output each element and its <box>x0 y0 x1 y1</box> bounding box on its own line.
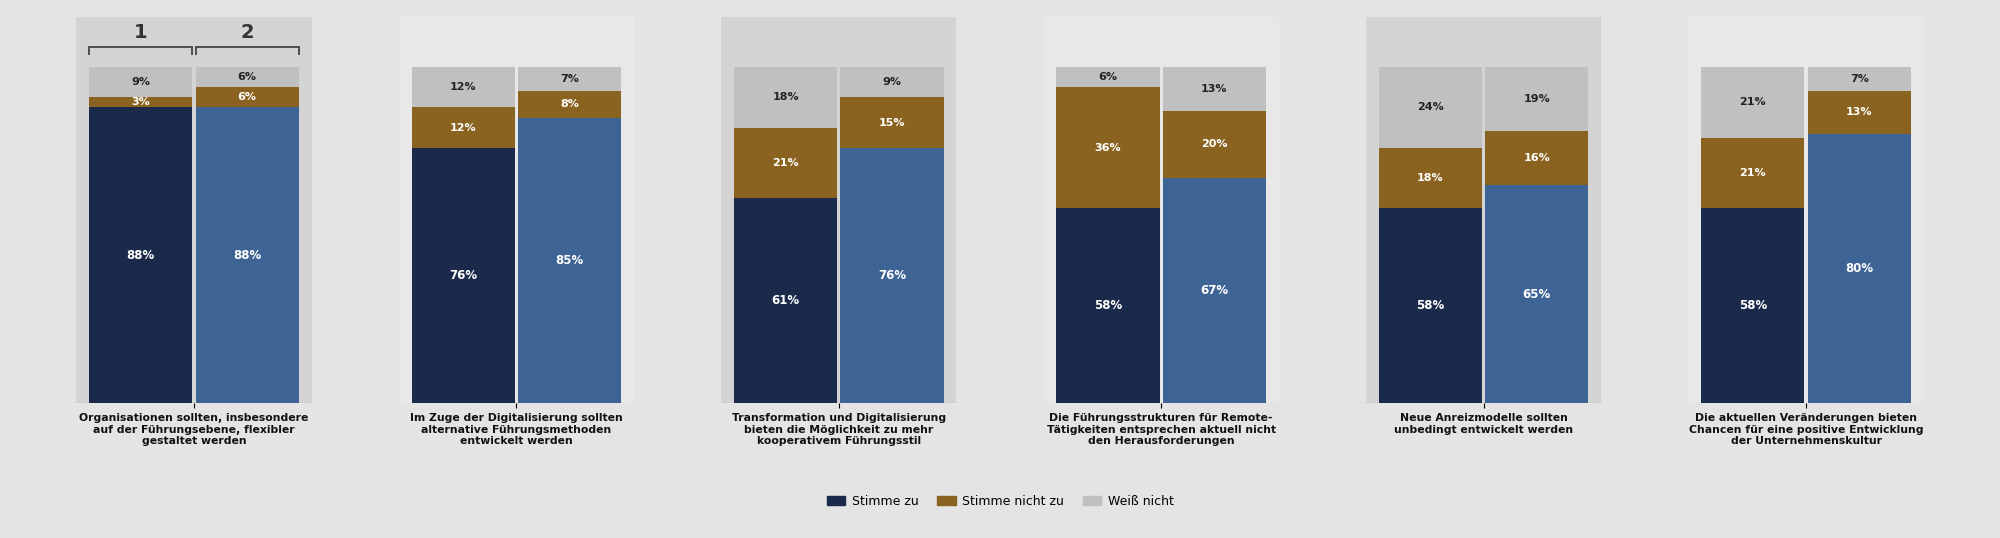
Bar <box>1056 67 1160 87</box>
Text: 18%: 18% <box>1418 173 1444 183</box>
Text: 15%: 15% <box>878 118 906 128</box>
Text: 20%: 20% <box>1202 139 1228 150</box>
Text: 21%: 21% <box>772 158 798 168</box>
FancyBboxPatch shape <box>76 17 312 404</box>
Text: 2: 2 <box>240 23 254 42</box>
Text: 8%: 8% <box>560 99 580 109</box>
Text: 80%: 80% <box>1846 263 1874 275</box>
Bar <box>1378 208 1482 404</box>
Bar <box>518 67 622 90</box>
Text: 58%: 58% <box>1094 299 1122 312</box>
Bar <box>1056 87 1160 208</box>
Bar <box>1702 138 1804 208</box>
Text: 13%: 13% <box>1202 84 1228 94</box>
Bar <box>1378 148 1482 208</box>
Bar <box>196 87 298 108</box>
Text: 76%: 76% <box>450 269 478 282</box>
Text: 3%: 3% <box>132 97 150 108</box>
Text: 85%: 85% <box>556 254 584 267</box>
Bar <box>90 67 192 97</box>
Bar <box>90 97 192 108</box>
Bar <box>196 108 298 404</box>
Bar <box>840 67 944 97</box>
Bar <box>840 97 944 148</box>
FancyBboxPatch shape <box>722 17 956 404</box>
Text: 12%: 12% <box>450 82 476 93</box>
Bar <box>1486 67 1588 131</box>
Bar <box>1808 134 1910 404</box>
Bar <box>1056 208 1160 404</box>
Bar <box>1162 67 1266 111</box>
Legend: Stimme zu, Stimme nicht zu, Weiß nicht: Stimme zu, Stimme nicht zu, Weiß nicht <box>822 490 1178 513</box>
Text: 88%: 88% <box>234 249 262 262</box>
Bar <box>412 148 514 404</box>
Text: 61%: 61% <box>772 294 800 307</box>
Text: 7%: 7% <box>1850 74 1868 84</box>
Text: 12%: 12% <box>450 123 476 132</box>
Text: 21%: 21% <box>1740 97 1766 108</box>
Bar <box>734 128 838 198</box>
Text: 58%: 58% <box>1416 299 1444 312</box>
Text: 36%: 36% <box>1094 143 1122 153</box>
Bar <box>518 90 622 117</box>
Text: 1: 1 <box>134 23 148 42</box>
Text: 7%: 7% <box>560 74 580 84</box>
Bar <box>1808 67 1910 90</box>
Bar <box>1162 178 1266 404</box>
Text: 76%: 76% <box>878 269 906 282</box>
Text: 6%: 6% <box>238 93 256 102</box>
Text: 9%: 9% <box>882 77 902 87</box>
Bar <box>518 117 622 404</box>
Text: 58%: 58% <box>1738 299 1766 312</box>
Bar <box>412 108 514 148</box>
Text: 13%: 13% <box>1846 108 1872 117</box>
Bar <box>734 67 838 128</box>
Bar <box>1486 185 1588 404</box>
FancyBboxPatch shape <box>1366 17 1602 404</box>
Text: 16%: 16% <box>1524 153 1550 163</box>
FancyBboxPatch shape <box>398 17 634 404</box>
Bar <box>412 67 514 108</box>
Bar <box>1702 67 1804 138</box>
Bar <box>90 108 192 404</box>
Text: 65%: 65% <box>1522 287 1550 301</box>
Bar <box>196 67 298 87</box>
Text: 67%: 67% <box>1200 284 1228 297</box>
FancyBboxPatch shape <box>1044 17 1278 404</box>
Bar <box>840 148 944 404</box>
Bar <box>1808 90 1910 134</box>
Bar <box>1486 131 1588 185</box>
Text: 6%: 6% <box>1098 72 1118 82</box>
Bar <box>1162 111 1266 178</box>
Bar <box>1702 208 1804 404</box>
Text: 18%: 18% <box>772 93 798 102</box>
Text: 88%: 88% <box>126 249 154 262</box>
Text: 19%: 19% <box>1524 94 1550 104</box>
Bar <box>1378 67 1482 148</box>
Bar <box>734 198 838 404</box>
Text: 6%: 6% <box>238 72 256 82</box>
FancyBboxPatch shape <box>1688 17 1924 404</box>
Text: 9%: 9% <box>132 77 150 87</box>
Text: 24%: 24% <box>1418 102 1444 112</box>
Text: 21%: 21% <box>1740 168 1766 178</box>
